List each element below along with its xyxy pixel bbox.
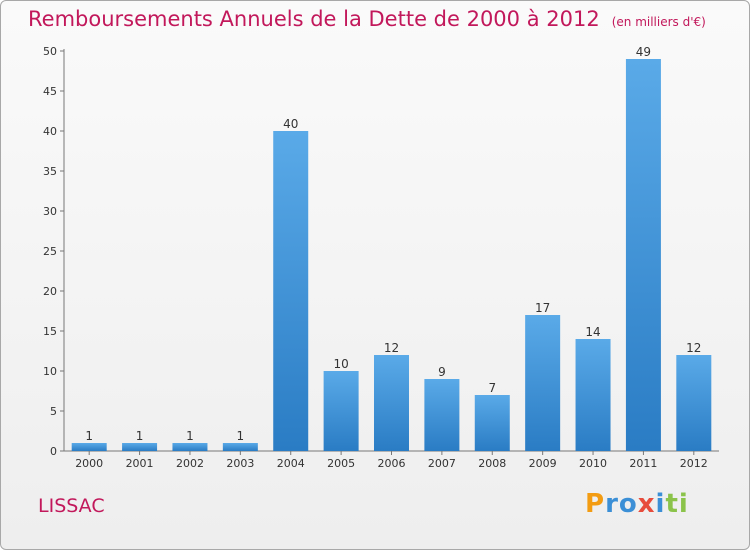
bar-value-label: 1 (186, 429, 194, 443)
y-axis: 0 5 10 15 20 25 30 35 40 45 50 (43, 45, 65, 458)
bar-2006 (374, 355, 409, 451)
bar-2011 (625, 59, 661, 451)
y-tick-label: 15 (43, 325, 57, 338)
y-tick-label: 30 (43, 205, 57, 218)
bar-2000 (71, 443, 107, 451)
bar-2005 (323, 371, 359, 451)
bar-value-label: 1 (136, 429, 144, 443)
chart-subtitle: (en milliers d'€) (611, 15, 706, 29)
x-tick-label: 2012 (680, 457, 708, 470)
x-tick-label: 2000 (75, 457, 103, 470)
bar-2003 (222, 443, 258, 451)
logo-letter: t (665, 489, 679, 519)
bar-2002 (172, 443, 208, 451)
x-axis: 2000 2001 2002 2003 2004 2005 2006 2007 2008 2009… (64, 450, 719, 470)
bar-2009 (525, 315, 561, 451)
bar-value-label: 49 (636, 45, 651, 59)
x-tick-label: 2002 (176, 457, 204, 470)
proxiti-logo: Proxiti (585, 489, 689, 519)
logo-letter: r (605, 489, 619, 519)
y-tick-label: 25 (43, 245, 57, 258)
bar-value-label: 10 (333, 357, 348, 371)
bar-2001 (122, 443, 158, 451)
bar-2010 (575, 339, 611, 451)
x-tick-label: 2004 (277, 457, 305, 470)
logo-letter: i (678, 489, 689, 519)
bar-value-label: 14 (585, 325, 600, 339)
x-tick-label: 2007 (428, 457, 456, 470)
bar-value-label: 12 (686, 341, 701, 355)
y-tick-label: 20 (43, 285, 57, 298)
y-tick-label: 5 (50, 405, 57, 418)
y-tick-label: 0 (50, 445, 57, 458)
bar-value-label: 9 (438, 365, 446, 379)
logo-letter: o (618, 489, 638, 519)
x-tick-label: 2009 (529, 457, 557, 470)
logo-letter: x (637, 489, 656, 519)
chart-title-text: Remboursements Annuels de la Dette de 20… (28, 7, 600, 31)
chart-title: Remboursements Annuels de la Dette de 20… (28, 7, 706, 31)
y-tick-label: 50 (43, 45, 57, 58)
bar-2012 (676, 355, 712, 451)
bar-value-label: 17 (535, 301, 550, 315)
bar-value-label: 40 (283, 117, 298, 131)
y-tick-label: 10 (43, 365, 57, 378)
x-tick-label: 2006 (378, 457, 406, 470)
y-tick-label: 40 (43, 125, 57, 138)
x-tick-label: 2010 (579, 457, 607, 470)
y-tick-label: 45 (43, 85, 57, 98)
bar-2004 (273, 131, 309, 451)
city-name: LISSAC (38, 495, 105, 517)
x-tick-label: 2001 (126, 457, 154, 470)
bar-value-label: 7 (488, 381, 496, 395)
x-tick-label: 2005 (327, 457, 355, 470)
bar-value-label: 1 (85, 429, 93, 443)
x-tick-label: 2008 (478, 457, 506, 470)
x-tick-label: 2003 (226, 457, 254, 470)
x-tick-label: 2011 (629, 457, 657, 470)
bar-2008 (474, 395, 510, 451)
bar-value-label: 12 (384, 341, 399, 355)
bars: 1 1 1 1 40 10 12 9 7 17 14 49 12 (71, 45, 712, 451)
bar-value-label: 1 (237, 429, 245, 443)
y-tick-label: 35 (43, 165, 57, 178)
bar-2007 (424, 379, 460, 451)
logo-letter: P (585, 489, 606, 519)
logo-letter: i (655, 489, 666, 519)
